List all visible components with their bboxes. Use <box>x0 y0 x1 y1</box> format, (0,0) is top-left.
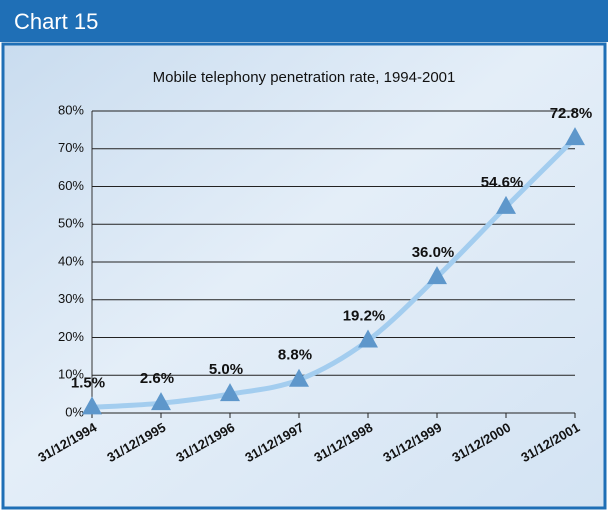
value-label: 1.5% <box>71 374 105 391</box>
value-label: 36.0% <box>412 244 455 261</box>
marker <box>151 392 171 411</box>
y-tick-label: 10% <box>58 367 84 382</box>
y-tick-label: 60% <box>58 178 84 193</box>
value-label: 19.2% <box>343 307 386 324</box>
value-label: 72.8% <box>550 105 593 122</box>
marker <box>82 396 102 415</box>
y-tick-label: 40% <box>58 253 84 268</box>
value-label: 5.0% <box>209 361 243 378</box>
y-tick-label: 30% <box>58 291 84 306</box>
chart-title: Mobile telephony penetration rate, 1994-… <box>153 69 456 86</box>
marker <box>289 368 309 387</box>
y-tick-label: 20% <box>58 329 84 344</box>
marker <box>565 127 585 146</box>
header-bar <box>0 0 608 42</box>
marker <box>427 266 447 285</box>
y-tick-label: 70% <box>58 140 84 155</box>
panel <box>1 42 607 510</box>
y-tick-label: 80% <box>58 102 84 117</box>
value-label: 2.6% <box>140 370 174 387</box>
marker <box>358 329 378 348</box>
marker <box>496 195 516 214</box>
marker <box>220 383 240 402</box>
y-tick-label: 0% <box>65 404 84 419</box>
value-label: 8.8% <box>278 347 312 364</box>
header-title: Chart 15 <box>14 9 98 34</box>
y-tick-label: 50% <box>58 216 84 231</box>
value-label: 54.6% <box>481 174 524 191</box>
